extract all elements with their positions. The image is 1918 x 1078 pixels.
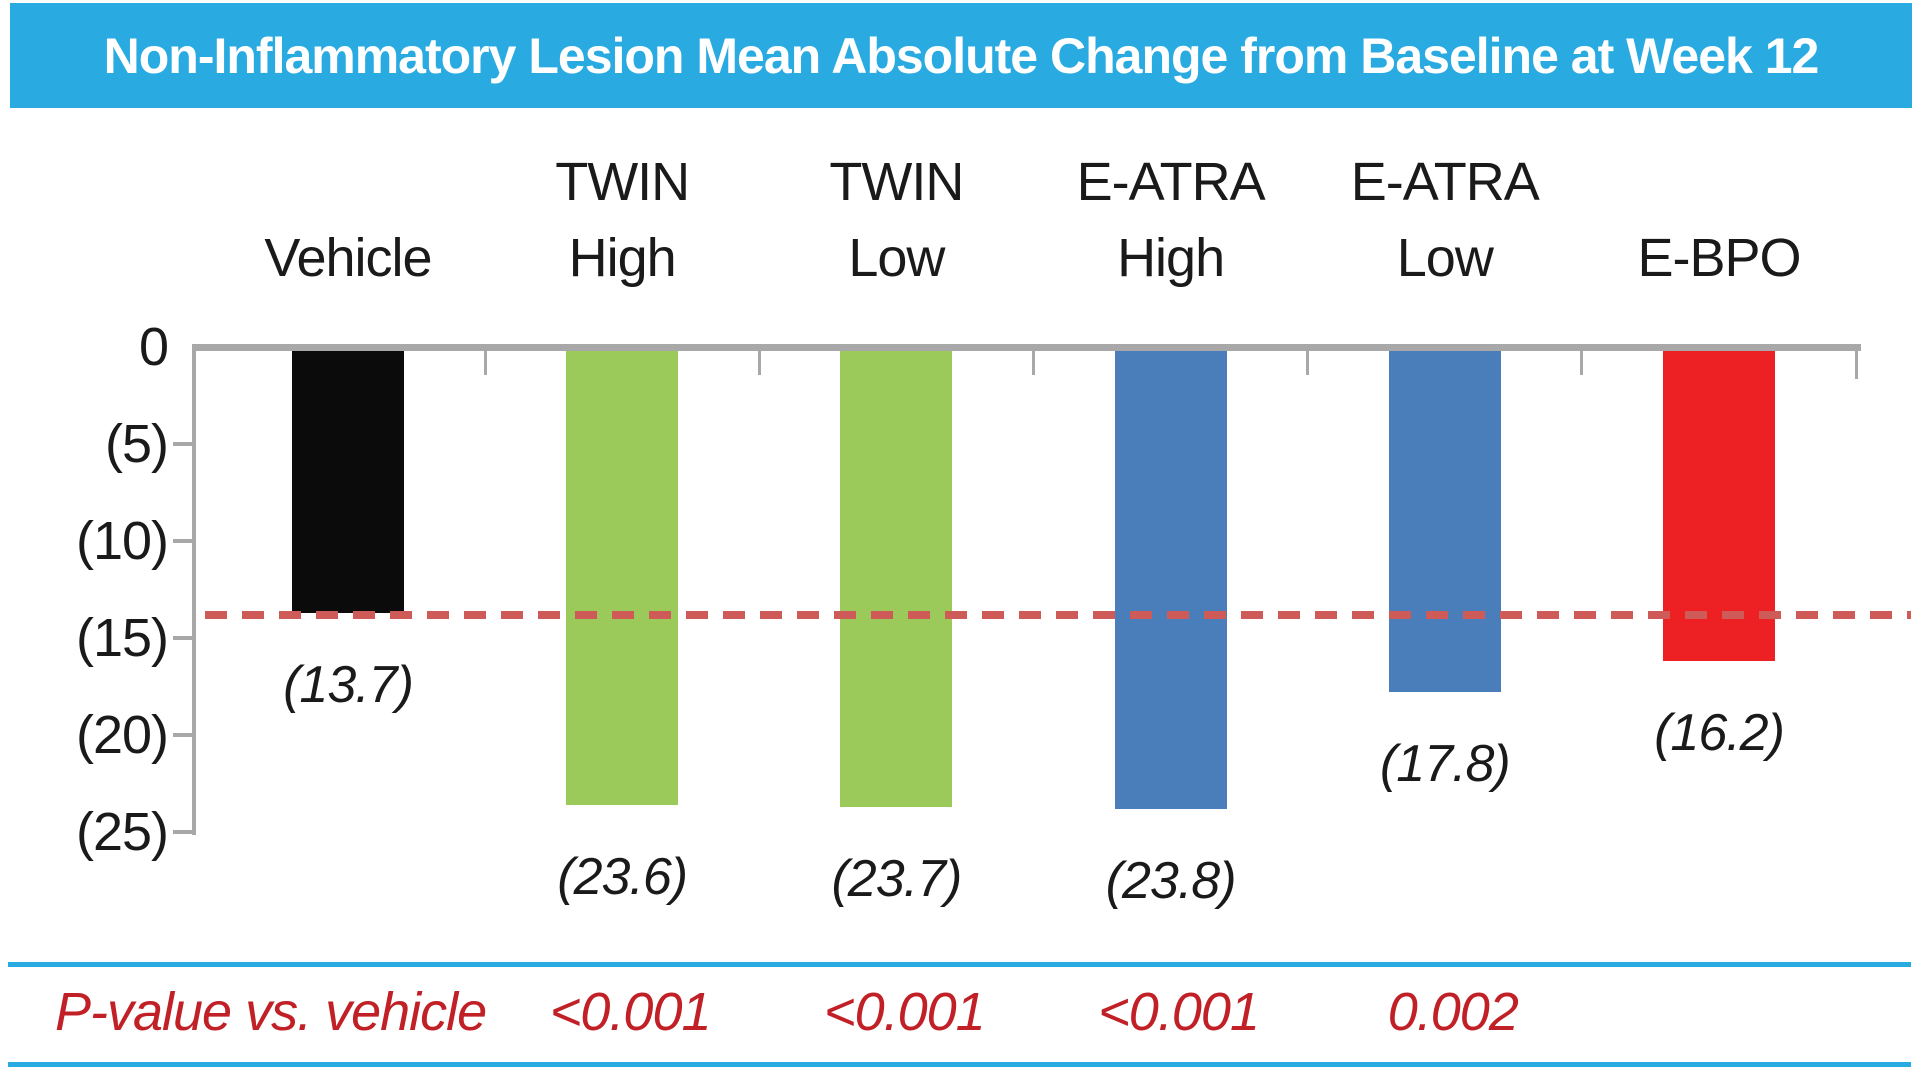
x-axis-end-tick — [1855, 351, 1858, 379]
bar-vehicle — [292, 351, 404, 613]
y-axis-tick — [173, 636, 195, 640]
column-header-line: Vehicle — [264, 228, 432, 288]
bar-e-bpo — [1663, 351, 1775, 662]
x-axis-line — [192, 344, 1861, 351]
bar-twin-high — [566, 351, 679, 805]
bottom-rule-line — [8, 1062, 1911, 1067]
title-banner: Non-Inflammatory Lesion Mean Absolute Ch… — [10, 3, 1912, 108]
bar-value-label: (23.7) — [831, 849, 962, 908]
reference-dashed-line — [205, 610, 1911, 619]
column-header-line: Low — [848, 228, 945, 288]
pvalue-twin-high: <0.001 — [549, 982, 712, 1042]
y-tick-label: (15) — [75, 608, 169, 668]
column-header-line: High — [568, 228, 677, 288]
column-header-twin-high: TWIN High — [472, 126, 772, 296]
y-tick-label: (10) — [75, 511, 169, 571]
y-tick-label: (25) — [75, 802, 169, 862]
x-axis-tick — [757, 351, 761, 375]
x-axis-tick — [1032, 351, 1035, 375]
pvalue-twin-low: <0.001 — [824, 982, 986, 1042]
column-header-line: TWIN — [829, 152, 964, 212]
column-header-line: E-BPO — [1637, 228, 1801, 288]
y-tick-label: (5) — [105, 414, 169, 474]
column-header-line: Low — [1396, 228, 1494, 288]
column-header-vehicle: Vehicle — [198, 126, 498, 296]
y-axis-tick — [173, 733, 195, 737]
y-axis-tick — [173, 830, 195, 834]
pvalue-e-atra-high: <0.001 — [1098, 982, 1260, 1042]
column-header-e-atra-high: E-ATRA High — [1021, 126, 1321, 296]
column-header-e-atra-low: E-ATRA Low — [1295, 126, 1595, 296]
column-header-line: E-ATRA — [1076, 152, 1266, 212]
bar-value-label: (13.7) — [283, 655, 414, 714]
pvalue-e-atra-low: 0.002 — [1387, 982, 1519, 1042]
bar-value-label: (23.6) — [557, 847, 688, 906]
y-axis-tick — [173, 539, 195, 543]
x-axis-tick — [483, 351, 487, 375]
bar-value-label: (16.2) — [1654, 704, 1785, 763]
y-tick-label: 0 — [138, 317, 169, 377]
y-axis-line — [192, 344, 196, 835]
chart-title: Non-Inflammatory Lesion Mean Absolute Ch… — [103, 27, 1820, 84]
top-rule-line — [8, 962, 1911, 967]
x-axis-tick — [1580, 351, 1584, 375]
y-tick-label: (20) — [75, 705, 169, 765]
y-axis-tick — [173, 442, 195, 446]
column-header-line: TWIN — [555, 152, 690, 212]
pvalue-row-label: P-value vs. vehicle — [55, 982, 487, 1042]
column-header-line: E-ATRA — [1350, 152, 1540, 212]
column-header-twin-low: TWIN Low — [746, 126, 1046, 296]
column-header-e-bpo: E-BPO — [1569, 126, 1869, 296]
bar-value-label: (17.8) — [1379, 735, 1511, 794]
column-header-line: High — [1117, 228, 1225, 288]
bar-twin-low — [840, 351, 953, 807]
x-axis-tick — [1306, 351, 1310, 375]
bar-e-atra-low — [1388, 351, 1501, 693]
bar-e-atra-high — [1114, 351, 1227, 809]
bar-value-label: (23.8) — [1105, 851, 1237, 910]
